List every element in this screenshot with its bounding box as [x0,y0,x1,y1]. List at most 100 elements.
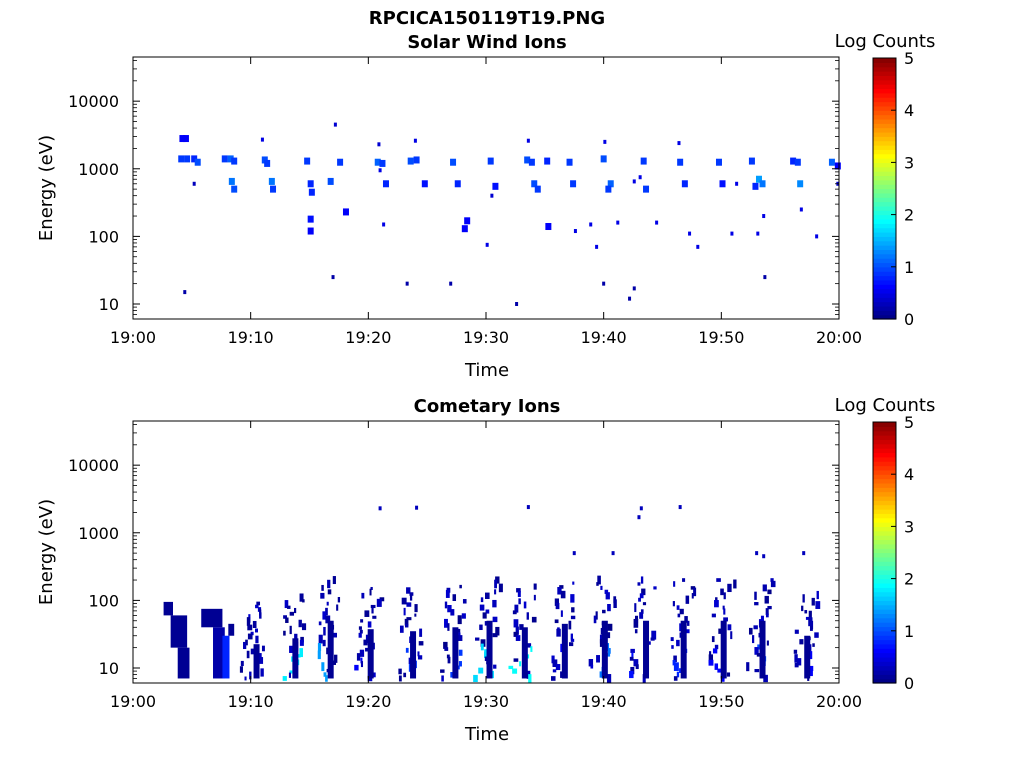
heatmap-cell [746,662,750,672]
heatmap-cell [524,156,531,164]
heatmap-cell [629,670,634,679]
heatmap-cell [570,180,577,188]
colorbar-cell [873,97,896,103]
heatmap-cell [720,588,724,596]
panel-2-heatmap [163,505,821,683]
colorbar-cell [873,452,896,458]
colorbar-tick-label: 1 [904,622,914,641]
heatmap-column [804,635,811,679]
heatmap-cell [373,672,376,678]
heatmap-cell [444,647,449,651]
heatmap-cell [605,185,612,193]
heatmap-cell [554,598,559,606]
colorbar-cell [873,236,896,242]
colorbar-cell [873,535,896,541]
heatmap-cell [640,157,647,165]
colorbar-cell [873,500,896,506]
heatmap-cell [495,576,500,584]
colorbar-cell [873,543,896,549]
heatmap-cell [479,624,483,631]
panel-2-axes: 19:00 19:10 19:20 19:30 19:40 19:50 20:00 10 100… [68,421,862,711]
heatmap-cell [752,182,759,190]
heatmap-column [521,627,528,679]
heatmap-cell [183,290,187,295]
heatmap-cell [696,244,700,249]
colorbar-cell [873,188,896,194]
heatmap-cell [726,672,731,677]
heatmap-cell [325,607,328,616]
heatmap-cell [325,615,331,624]
colorbar-tick-label: 5 [904,413,914,432]
colorbar-cell [873,443,896,449]
heatmap-cell [571,607,575,613]
heatmap-cell [555,664,561,671]
heatmap-column [253,644,260,679]
heatmap-cell [763,674,768,683]
heatmap-cell [441,675,444,682]
heatmap-cell [457,615,462,625]
heatmap-cell [600,585,603,590]
colorbar-cell [873,205,896,211]
heatmap-cell [370,586,373,590]
heatmap-cell [307,180,314,188]
colorbar-cell [873,448,896,454]
colorbar-cell [873,297,896,303]
heatmap-cell [639,593,644,599]
colorbar-cell [873,179,896,185]
colorbar-cell [873,587,896,593]
heatmap-cell [307,227,314,235]
heatmap-cell [444,601,448,609]
colorbar-cell [873,482,896,488]
heatmap-cell [191,155,198,163]
y-tick-label: 10 [99,295,119,314]
heatmap-cell [801,605,804,612]
heatmap-cell [327,589,332,595]
heatmap-cell [301,623,307,631]
heatmap-cell [711,613,716,618]
heatmap-cell [560,590,566,599]
heatmap-cell [407,157,414,165]
colorbar-cell [873,171,896,177]
heatmap-cell [464,217,471,225]
colorbar-cell [873,75,896,81]
heatmap-cell [754,669,760,673]
heatmap-cell [607,603,611,612]
colorbar-cell [873,456,896,462]
heatmap-cell [613,599,617,609]
heatmap-cell [378,168,382,173]
heatmap-cell [630,648,635,653]
heatmap-cell [515,626,519,635]
heatmap-cell [733,579,737,589]
heatmap-cell [595,611,598,620]
heatmap-cell [588,659,594,667]
heatmap-cell [342,208,349,216]
heatmap-cell [257,607,262,612]
heatmap-cell [589,222,593,227]
heatmap-cell [405,281,409,286]
heatmap-cell [406,602,412,607]
colorbar-frame [872,421,897,684]
heatmap-cell [419,628,423,637]
heatmap-cell [323,672,327,677]
colorbar-cell [873,639,896,645]
panel-1-xlabel: Time [464,360,509,381]
heatmap-cell [299,639,304,646]
heatmap-cell [360,661,364,668]
heatmap-cell [677,141,681,146]
heatmap-cell [406,617,412,621]
heatmap-cell [570,638,575,642]
heatmap-cell [289,670,293,674]
heatmap-cell [401,597,407,605]
colorbar-cell [873,652,896,658]
heatmap-cell [590,664,594,669]
heatmap-cell [804,610,808,614]
heatmap-cell [670,637,674,642]
colorbar-cell [873,569,896,575]
heatmap-cell [552,669,557,673]
colorbar-tick-label: 3 [904,517,914,536]
y-tick-label: 10000 [68,92,119,111]
heatmap-cell [408,664,411,672]
heatmap-cell [642,602,647,606]
colorbar-cell [873,310,896,316]
heatmap-cell [570,615,576,620]
